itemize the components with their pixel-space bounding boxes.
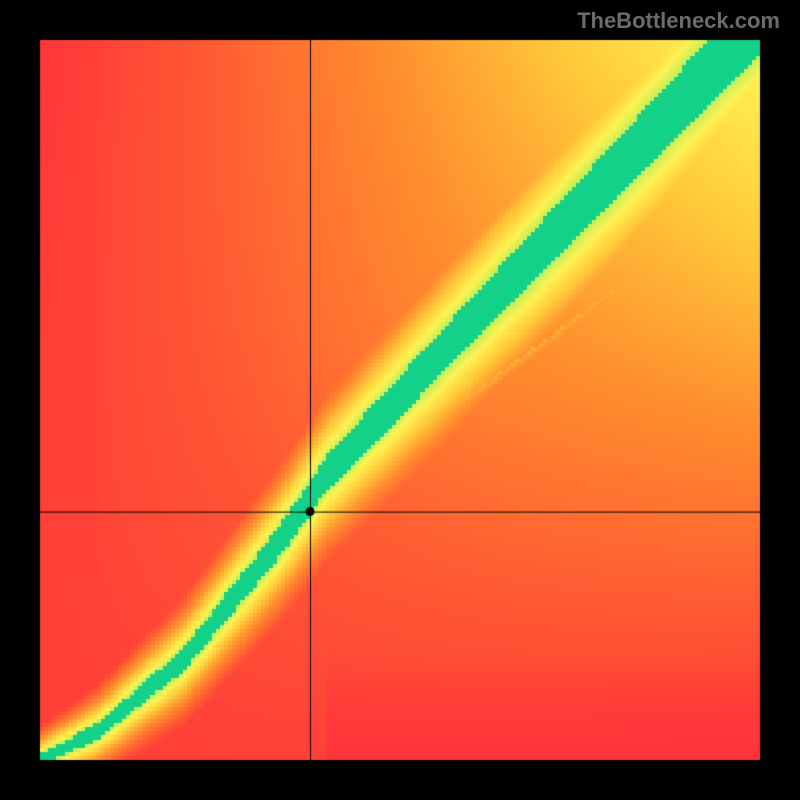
chart-container: TheBottleneck.com — [0, 0, 800, 800]
heatmap-canvas — [0, 0, 800, 800]
watermark-text: TheBottleneck.com — [577, 8, 780, 34]
